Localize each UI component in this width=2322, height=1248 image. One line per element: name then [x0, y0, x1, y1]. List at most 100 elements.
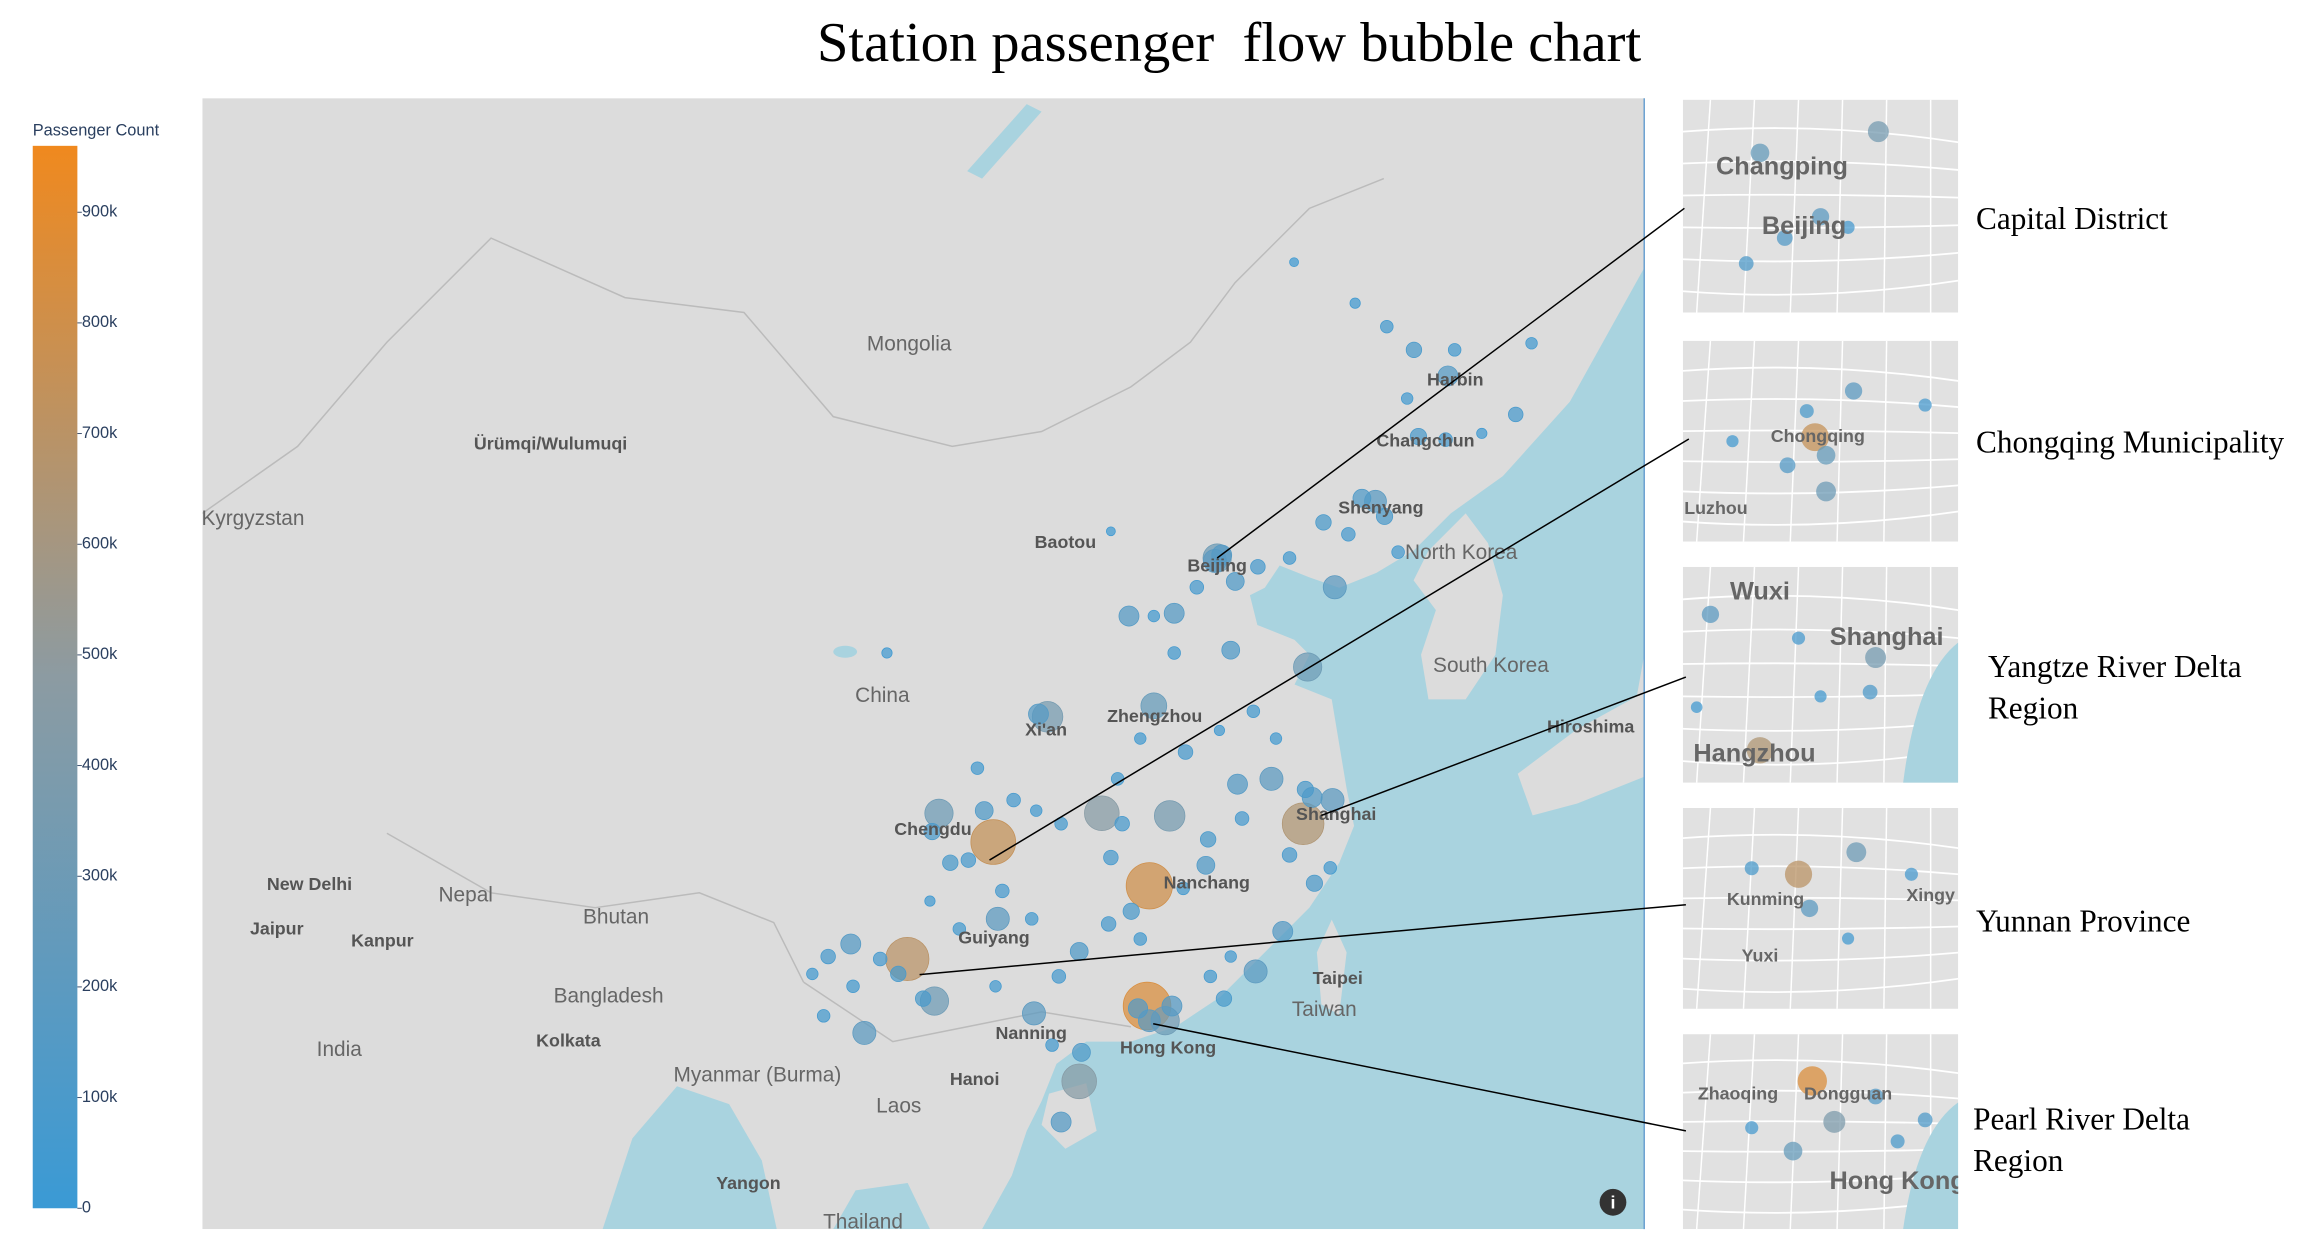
inset-place-label: Chongqing — [1771, 426, 1865, 446]
station-bubble — [915, 990, 932, 1007]
inset-road — [1682, 594, 1959, 611]
inset-road — [1836, 340, 1844, 542]
colorbar-tick-label: 800k — [82, 313, 118, 331]
station-bubble — [1061, 1063, 1097, 1100]
inset-bubble — [1799, 404, 1814, 419]
inset-bubble — [1816, 445, 1836, 465]
colorbar — [32, 145, 78, 1209]
map-label: New Delhi — [267, 874, 352, 894]
inset-place-label: Changping — [1716, 152, 1848, 180]
map-label: Kolkata — [536, 1030, 602, 1050]
inset-background — [1682, 99, 1959, 313]
inset-road — [1682, 160, 1959, 171]
station-bubble — [1006, 792, 1021, 808]
station-bubble — [1022, 1001, 1046, 1026]
inset: Zhaoqing Dongguan Hong Kong — [1682, 1034, 1959, 1230]
region-label-box: Yunnan Province — [1976, 903, 2190, 939]
map-label: Hanoi — [950, 1069, 1000, 1089]
map-label: Guiyang — [958, 928, 1029, 948]
inset-road — [1682, 951, 1959, 962]
inset-bubble — [1744, 861, 1759, 876]
colorbar-tick-label: 400k — [82, 756, 118, 774]
inset-bubble — [1701, 605, 1720, 624]
station-bubble — [924, 895, 936, 907]
map-label: Shanghai — [1296, 804, 1376, 824]
station-bubble — [995, 883, 1010, 899]
region-label-box: Yangtze River Delta Region — [1988, 649, 2242, 726]
inset-road — [1695, 1034, 1712, 1230]
inset-road — [1682, 1148, 1959, 1153]
station-bubble — [1196, 855, 1216, 875]
station-bubble — [1322, 575, 1347, 600]
map-label: Xi'an — [1025, 719, 1067, 739]
station-bubble — [1508, 406, 1524, 423]
station-bubble — [1024, 912, 1039, 926]
leader-line — [1153, 1023, 1687, 1132]
station-bubble — [1050, 1111, 1072, 1133]
station-bubble — [1051, 969, 1067, 984]
inset-road — [1682, 1059, 1959, 1075]
station-bubble — [1380, 319, 1394, 334]
station-bubble — [923, 823, 941, 841]
map-label: Myanmar (Burma) — [673, 1063, 841, 1086]
station-bubble — [1293, 652, 1323, 682]
inset-road — [1682, 925, 1959, 931]
info-icon[interactable] — [1599, 1188, 1627, 1216]
inset-bubble — [1791, 631, 1806, 645]
inset-road — [1682, 193, 1959, 199]
region-label-box: Capital District — [1976, 200, 2168, 237]
map-label: Jaipur — [250, 919, 304, 939]
station-bubble — [960, 852, 977, 868]
station-bubble — [1177, 744, 1194, 760]
inset-road — [1695, 566, 1712, 783]
inset-place-label: Xingy — [1906, 885, 1955, 905]
station-bubble — [1103, 849, 1119, 866]
inset-road — [1682, 279, 1959, 296]
map-label: Kyrgyzstan — [201, 507, 304, 530]
inset-road — [1682, 896, 1959, 902]
map-label: Baotou — [1035, 532, 1096, 552]
map-label: Taipei — [1313, 968, 1363, 988]
map-label: Beijing — [1187, 556, 1246, 576]
map-label: Chengdu — [894, 819, 971, 839]
inset-place-label: Beijing — [1762, 212, 1846, 240]
inset-bubble — [1917, 1112, 1933, 1128]
inset-bubble — [1918, 398, 1932, 412]
leader-line — [989, 438, 1690, 861]
map: MongoliaÜrümqi/WulumuqiKyrgyzstanHarbinC… — [201, 98, 1645, 1230]
station-bubble — [1127, 998, 1149, 1019]
station-bubble — [1069, 942, 1089, 961]
inset: Kunming Xingy Yuxi — [1682, 807, 1959, 1009]
inset-bubble — [1867, 121, 1889, 143]
inset-road — [1682, 127, 1959, 144]
map-label: India — [317, 1038, 363, 1061]
colorbar-tick-label: 300k — [82, 867, 118, 885]
inset-road — [1836, 1034, 1844, 1230]
station-bubble — [1125, 862, 1173, 910]
map-label: Nepal — [439, 883, 493, 906]
station-bubble — [1352, 488, 1372, 508]
lake — [833, 645, 858, 658]
region-label: Capital District — [1976, 200, 2168, 237]
inset-road — [1682, 865, 1959, 876]
station-bubble — [1400, 392, 1414, 405]
leader-line — [1321, 676, 1687, 817]
sea — [602, 1086, 777, 1230]
colorbar-tick-label: 700k — [82, 424, 118, 442]
map-label: Ürümqi/Wulumuqi — [474, 434, 627, 454]
station-bubble — [1122, 902, 1140, 920]
station-bubble — [1199, 831, 1217, 848]
inset-bubble — [1776, 230, 1793, 246]
station-bubble — [1221, 640, 1241, 660]
inset-road — [1789, 566, 1800, 783]
station-bubble — [1447, 343, 1462, 357]
colorbar-tick-label: 0 — [82, 1199, 91, 1217]
station-bubble — [1323, 861, 1337, 875]
map-label: South Korea — [1433, 654, 1549, 677]
station-bubble — [1045, 1038, 1059, 1052]
station-bubble — [881, 647, 893, 659]
map-label: Taiwan — [1292, 998, 1357, 1021]
inset-place-label: Zhaoqing — [1698, 1083, 1778, 1103]
map-label: Zhengzhou — [1107, 706, 1202, 726]
